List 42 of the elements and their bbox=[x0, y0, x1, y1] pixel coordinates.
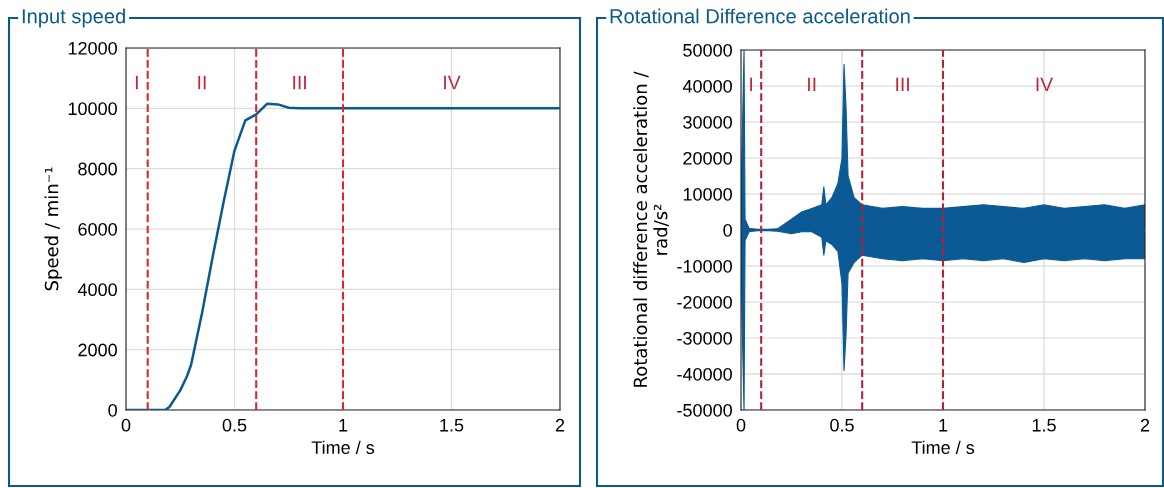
annotation: III bbox=[896, 77, 909, 92]
x-tick-label: 2 bbox=[1140, 418, 1150, 432]
x-axis-title: Time / s bbox=[311, 440, 375, 454]
y-tick-label: 0 bbox=[723, 223, 732, 237]
y-tick-label: 10000 bbox=[683, 187, 732, 201]
y-axis-title: Rotational difference acceleration / rad/s² bbox=[633, 71, 669, 387]
y-tick-label: 10000 bbox=[68, 102, 117, 116]
annotation: II bbox=[808, 77, 816, 92]
y-tick-label: -50000 bbox=[677, 403, 732, 417]
annotation: IV bbox=[1036, 77, 1054, 92]
x-tick-label: 2 bbox=[555, 418, 565, 432]
annotation: IV bbox=[444, 75, 461, 90]
chart-title: Input speed bbox=[22, 8, 125, 28]
y-tick-label: 40000 bbox=[682, 79, 732, 93]
y-tick-label: -20000 bbox=[677, 295, 732, 309]
y-tick-label: 4000 bbox=[77, 283, 117, 297]
x-axis-title: Time / s bbox=[911, 440, 975, 454]
x-tick-label: 1.5 bbox=[440, 419, 464, 432]
y-tick-label: -30000 bbox=[677, 331, 732, 345]
y-tick-label: 30000 bbox=[683, 115, 732, 129]
annotation: III bbox=[293, 75, 306, 90]
annotation: II bbox=[198, 75, 206, 90]
x-tick-label: 0 bbox=[121, 418, 131, 432]
x-tick-label: 1 bbox=[939, 419, 948, 432]
x-tick-label: 0.5 bbox=[222, 418, 247, 432]
x-tick-label: 1 bbox=[339, 419, 348, 432]
x-tick-label: 0 bbox=[736, 418, 746, 432]
chart-title: Rotational Difference acceleration bbox=[610, 8, 910, 24]
y-tick-label: -40000 bbox=[677, 367, 732, 381]
annotation: I bbox=[750, 77, 753, 92]
y-tick-label: 0 bbox=[108, 403, 117, 417]
y-axis-title: Speed / min⁻¹ bbox=[44, 167, 62, 291]
y-tick-label: 50000 bbox=[683, 43, 732, 57]
annotation: I bbox=[135, 75, 138, 90]
y-tick-label: 2000 bbox=[78, 343, 117, 357]
y-tick-label: 12000 bbox=[68, 41, 117, 55]
x-tick-label: 0.5 bbox=[830, 418, 854, 432]
y-tick-label: 6000 bbox=[78, 222, 117, 236]
y-tick-label: 8000 bbox=[78, 162, 117, 176]
y-tick-label: 20000 bbox=[683, 151, 732, 165]
y-tick-label: -10000 bbox=[677, 259, 732, 273]
x-tick-label: 1.5 bbox=[1032, 419, 1056, 432]
